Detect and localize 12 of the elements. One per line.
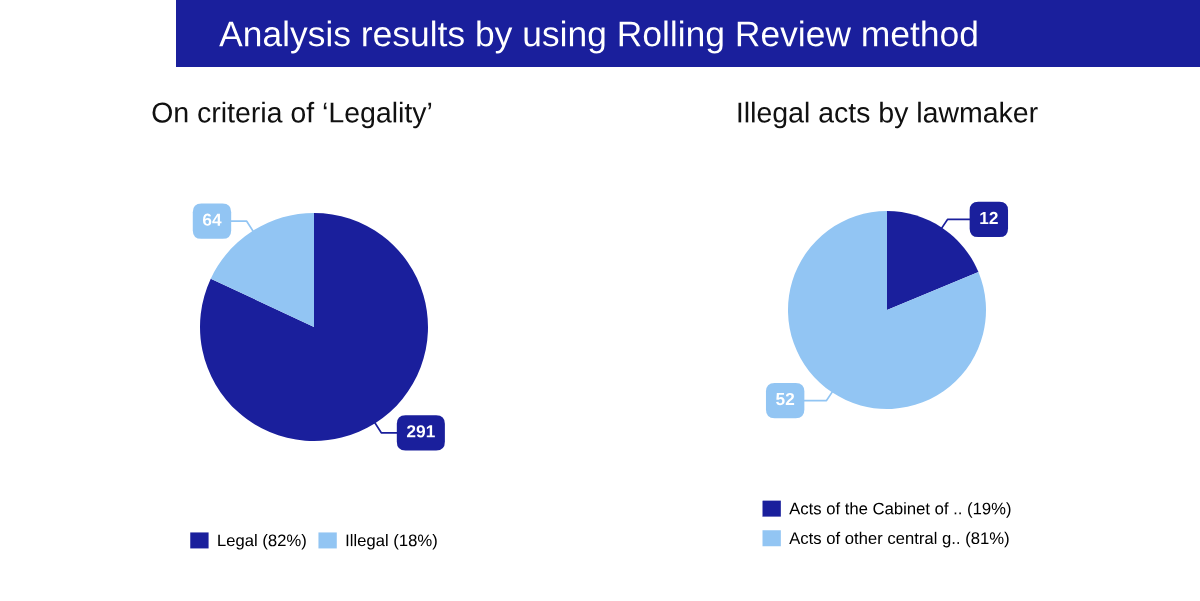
- pie-slice: [887, 211, 979, 310]
- legend-label: Acts of the Cabinet of .. (19%): [789, 502, 1011, 518]
- legend-label: Illegal (18%): [346, 534, 437, 550]
- legend-label: Acts of other central g.. (81%): [789, 531, 1009, 548]
- data-label: 291: [406, 425, 435, 438]
- data-label: 12: [980, 211, 998, 224]
- chart-title: On criteria of ‘Legality’: [152, 101, 432, 129]
- text: Analysis results by using Rolling Review method: [219, 20, 977, 54]
- data-label: 64: [202, 213, 222, 226]
- chart-title: Illegal acts by lawmaker: [738, 101, 1038, 129]
- legend-label: Legal (82%): [218, 534, 306, 550]
- data-label: 52: [776, 392, 795, 406]
